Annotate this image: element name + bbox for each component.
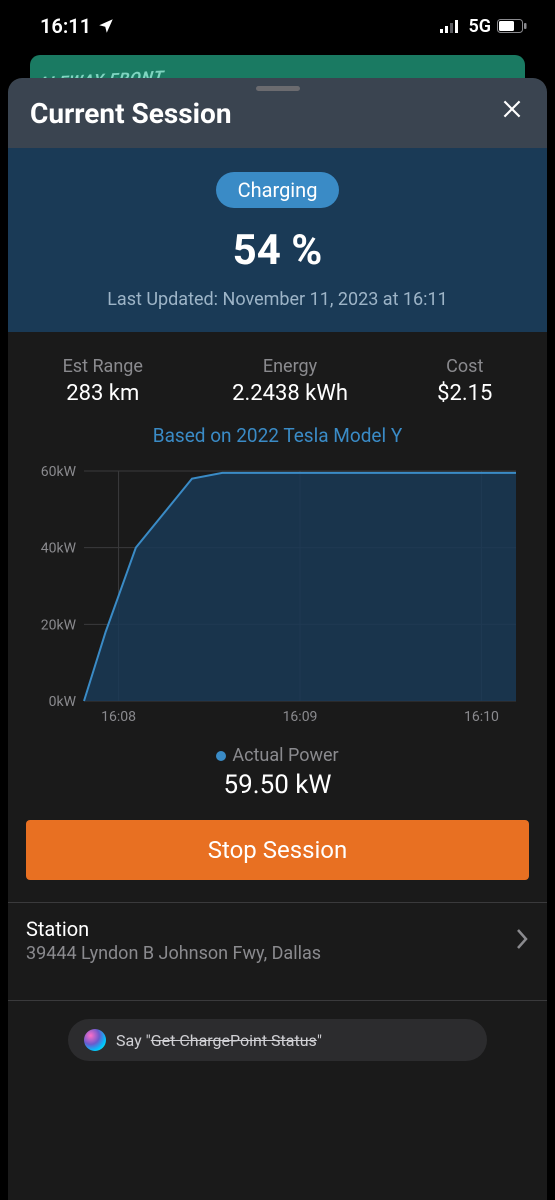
stat-cost-value: $2.15	[437, 381, 492, 406]
station-title: Station	[26, 917, 321, 941]
sheet-title: Current Session	[30, 97, 232, 130]
last-updated: Last Updated: November 11, 2023 at 16:11	[28, 289, 527, 310]
stop-session-button[interactable]: Stop Session	[26, 820, 529, 880]
status-time: 16:11	[40, 14, 91, 38]
status-bar: 16:11 5G	[0, 0, 555, 48]
close-button[interactable]	[499, 95, 525, 130]
status-right: 5G	[440, 16, 527, 37]
siri-prefix: Say "	[116, 1031, 151, 1050]
close-icon	[499, 96, 525, 122]
siri-command: Get ChargePoint Status	[151, 1031, 317, 1050]
siri-icon	[84, 1029, 106, 1051]
svg-text:16:08: 16:08	[101, 709, 136, 725]
hero-panel: Charging 54 % Last Updated: November 11,…	[8, 148, 547, 332]
svg-text:20kW: 20kW	[41, 617, 77, 633]
status-time-group: 16:11	[40, 14, 115, 38]
legend-dot-icon	[216, 751, 226, 761]
svg-text:60kW: 60kW	[41, 464, 77, 480]
stats-row: Est Range 283 km Energy 2.2438 kWh Cost …	[8, 332, 547, 416]
stat-energy-label: Energy	[232, 356, 348, 377]
stat-cost-label: Cost	[437, 356, 492, 377]
current-power-value: 59.50 kW	[8, 770, 547, 800]
svg-text:16:09: 16:09	[283, 709, 318, 725]
battery-icon	[497, 19, 527, 33]
stat-cost: Cost $2.15	[437, 356, 492, 406]
stat-range-value: 283 km	[63, 381, 143, 406]
svg-text:0kW: 0kW	[49, 694, 77, 710]
stop-session-label: Stop Session	[208, 836, 348, 864]
siri-suggestion[interactable]: Say "Get ChargePoint Status"	[68, 1019, 487, 1061]
chart-legend: Actual Power	[8, 745, 547, 766]
network-label: 5G	[468, 16, 491, 37]
stat-range: Est Range 283 km	[63, 356, 143, 406]
charging-status-pill: Charging	[216, 172, 340, 208]
station-text: Station 39444 Lyndon B Johnson Fwy, Dall…	[26, 917, 321, 964]
stat-energy-value: 2.2438 kWh	[232, 381, 348, 406]
based-on-label: Based on 2022 Tesla Model Y	[8, 424, 547, 447]
stat-energy: Energy 2.2438 kWh	[232, 356, 348, 406]
stat-range-label: Est Range	[63, 356, 143, 377]
signal-icon	[440, 19, 462, 33]
chevron-right-icon	[515, 924, 529, 957]
siri-text: Say "Get ChargePoint Status"	[116, 1031, 322, 1050]
session-sheet: Current Session Charging 54 % Last Updat…	[8, 78, 547, 1200]
divider	[8, 1000, 547, 1001]
sheet-header: Current Session	[8, 78, 547, 148]
charge-percent: 54 %	[28, 226, 527, 275]
power-chart: 0kW 20kW 40kW 60kW 16:08 16:09 16:10	[8, 461, 547, 735]
svg-text:40kW: 40kW	[41, 541, 77, 557]
siri-suffix: "	[317, 1031, 322, 1050]
station-row[interactable]: Station 39444 Lyndon B Johnson Fwy, Dall…	[8, 903, 547, 978]
svg-text:16:10: 16:10	[464, 709, 499, 725]
location-icon	[97, 17, 115, 35]
legend-label: Actual Power	[232, 745, 338, 766]
station-address: 39444 Lyndon B Johnson Fwy, Dallas	[26, 943, 321, 964]
